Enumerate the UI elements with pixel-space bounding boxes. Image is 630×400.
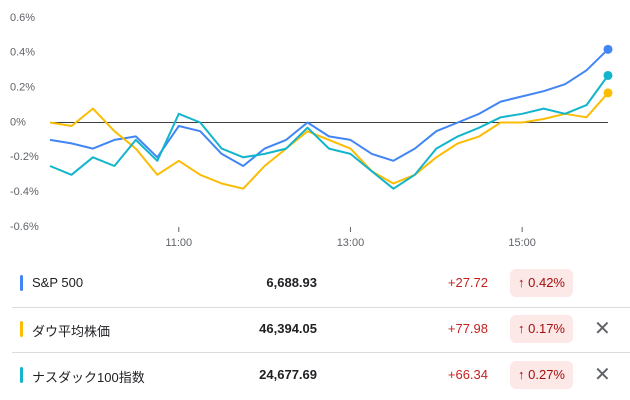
series-line (49, 74, 609, 190)
end-point (603, 44, 613, 54)
series-marker (20, 321, 23, 337)
change: +66.34 (447, 367, 488, 382)
quote-row[interactable]: S&P 500 6,688.93 +27.72 ↑ 0.42% (0, 262, 630, 306)
end-point (603, 70, 613, 80)
percent: 0.17% (528, 321, 565, 336)
price: 46,394.05 (259, 321, 317, 336)
quote-row[interactable]: ナスダック100指数 24,677.69 +66.34 ↑ 0.27% ✕ (0, 354, 630, 398)
series-line (49, 48, 609, 167)
change: +77.98 (447, 321, 488, 336)
y-tick-label: 0.6% (10, 12, 35, 24)
x-tick-label: 11:00 (165, 237, 192, 249)
y-tick-label: 0.4% (10, 47, 35, 59)
series-marker (20, 367, 23, 383)
separator (12, 352, 630, 353)
index-name: ナスダック100指数 (32, 370, 145, 385)
y-tick-label: 0.2% (10, 82, 35, 94)
percent-badge: ↑ 0.42% (510, 269, 573, 297)
index-name: S&P 500 (32, 275, 84, 290)
end-point (603, 88, 613, 98)
y-tick-label: -0.4% (10, 186, 39, 198)
series-marker (20, 275, 23, 291)
percent-badge: ↑ 0.27% (510, 361, 573, 389)
remove-button[interactable]: ✕ (594, 318, 611, 340)
x-tick-label: 13:00 (337, 237, 365, 249)
percent-badge: ↑ 0.17% (510, 315, 573, 343)
price: 24,677.69 (259, 367, 317, 382)
index-name: ダウ平均株価 (32, 324, 111, 339)
percent: 0.42% (528, 275, 565, 290)
separator (12, 307, 630, 308)
percent: 0.27% (528, 367, 565, 382)
change: +27.72 (447, 275, 488, 290)
y-tick-label: 0% (10, 116, 26, 128)
y-tick-label: -0.2% (10, 151, 39, 163)
quote-row[interactable]: ダウ平均株価 46,394.05 +77.98 ↑ 0.17% ✕ (0, 308, 630, 352)
x-tick-label: 15:00 (508, 237, 536, 249)
remove-button[interactable]: ✕ (594, 364, 611, 386)
series-line (49, 92, 609, 190)
chart: 0.6% 0.4% 0.2% 0% -0.2% -0.4% -0.6% 11:00 13:00 1… (10, 12, 613, 249)
y-tick-label: -0.6% (10, 221, 39, 233)
price: 6,688.93 (266, 275, 317, 290)
